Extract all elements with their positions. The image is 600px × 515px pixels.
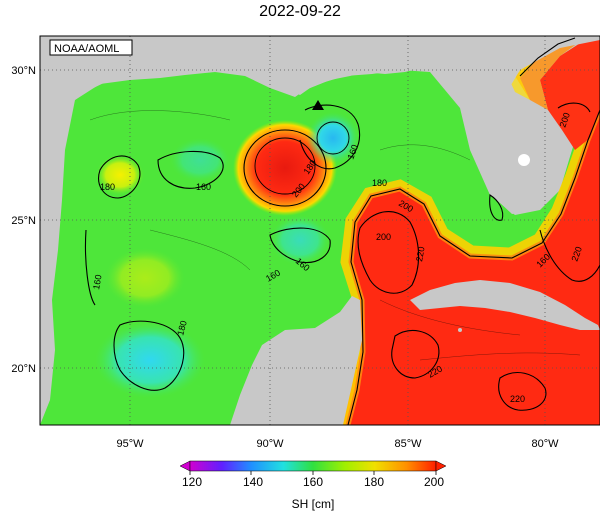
contour-label: 180 — [175, 319, 189, 336]
contour-label: 160 — [196, 182, 211, 192]
station-marker — [312, 100, 324, 110]
figure-title: 2022-09-22 — [259, 3, 341, 20]
contour-label: 200 — [557, 111, 572, 129]
warm-spot-west — [96, 155, 144, 195]
land-yucatan — [230, 296, 362, 425]
cool-spot-southwest — [95, 322, 205, 398]
map-area: 180 160 160 180 160 200 180 160 180 200 … — [40, 36, 600, 425]
colorbar-tick: 180 — [364, 475, 384, 489]
y-tick-label: 30°N — [11, 65, 36, 77]
loop-current-warm-water — [330, 110, 600, 425]
x-tick-label: 95°W — [116, 438, 144, 450]
y-tick-label: 20°N — [11, 363, 36, 375]
contour-label: 220 — [414, 246, 426, 263]
y-axis: 30°N 25°N 20°N — [11, 65, 36, 375]
contour-label: 220 — [510, 394, 525, 404]
gulf-stream-warm-water — [540, 38, 600, 150]
colorbar-tick: 200 — [424, 475, 444, 489]
contour-label: 180 — [372, 178, 387, 188]
land-us-coast — [40, 36, 600, 425]
credit-box — [49, 39, 133, 56]
colorbar-tick: 160 — [303, 475, 323, 489]
x-tick-label: 80°W — [531, 438, 559, 450]
sh-contours — [84, 37, 600, 425]
contour-label: 160 — [345, 143, 360, 161]
y-tick-label: 25°N — [11, 215, 36, 227]
contour-label: 220 — [569, 245, 584, 263]
lat-lon-grid — [40, 36, 600, 425]
land-florida — [430, 62, 540, 214]
contour-label: 200 — [376, 232, 391, 242]
colorbar-low-arrow — [179, 460, 191, 472]
colorbar-tick: 120 — [182, 475, 202, 489]
land-cuba — [410, 280, 600, 330]
contour-label: 160 — [91, 274, 103, 291]
colorbar-tick: 140 — [243, 475, 263, 489]
colorbar-high-arrow — [435, 460, 447, 472]
credit-label: NOAA/AOML — [54, 43, 119, 55]
colorbar-gradient — [189, 460, 437, 472]
colorbar-label: SH [cm] — [292, 497, 335, 511]
colorbar: 120 140 160 180 200 SH [cm] — [179, 460, 447, 511]
map-frame — [39, 35, 600, 426]
x-tick-label: 90°W — [256, 438, 284, 450]
contour-label: 180 — [100, 182, 115, 192]
x-axis: 95°W 90°W 85°W 80°W — [116, 438, 559, 450]
x-tick-label: 85°W — [394, 438, 422, 450]
cool-eddy — [307, 112, 359, 164]
